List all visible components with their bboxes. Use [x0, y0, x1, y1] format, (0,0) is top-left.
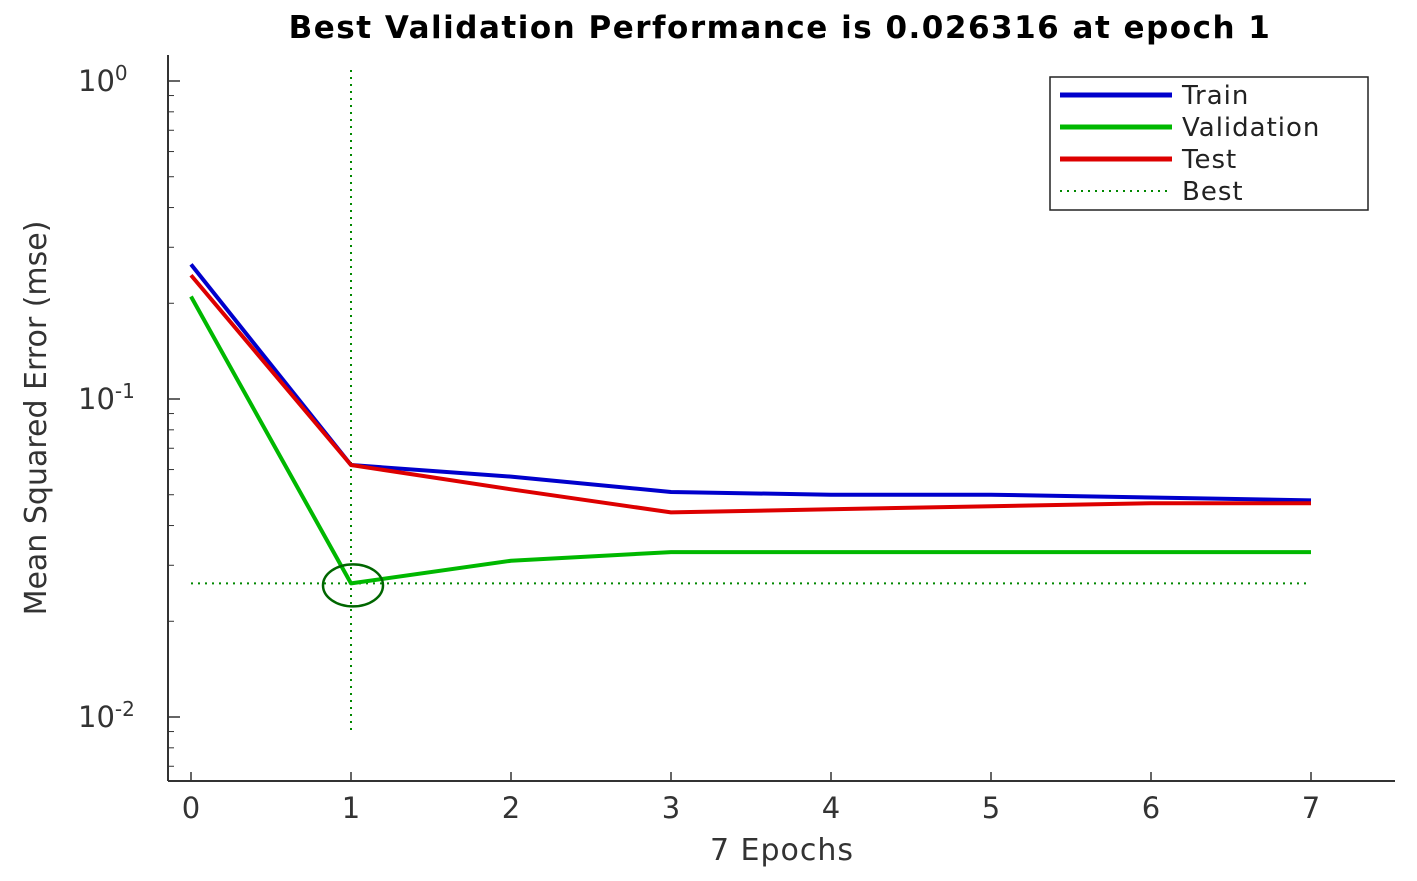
- y-ticks: 100 10-1 10-2: [78, 61, 180, 767]
- x-tick-label: 6: [1142, 791, 1160, 825]
- x-tick-label: 7: [1302, 791, 1320, 825]
- x-tick-label: 3: [662, 791, 680, 825]
- best-lines: [191, 70, 1311, 735]
- series-lines: [189, 263, 1312, 586]
- x-ticks: 0 1 2 3 4 5 6 7: [182, 772, 1320, 825]
- x-axis-label: 7 Epochs: [710, 833, 854, 868]
- legend-label-train: Train: [1181, 81, 1249, 111]
- legend-box: [1049, 76, 1369, 211]
- chart-title: Best Validation Performance is 0.026316 …: [289, 10, 1272, 46]
- legend-label-test: Test: [1181, 145, 1237, 175]
- y-axis-label: Mean Squared Error (mse): [19, 221, 54, 616]
- series-line-validation: [189, 295, 1311, 586]
- legend-label-best: Best: [1182, 177, 1244, 207]
- legend-label-validation: Validation: [1182, 113, 1320, 143]
- y-tick-label: 10-2: [78, 697, 135, 734]
- x-tick-label: 1: [342, 791, 360, 825]
- x-tick-label: 2: [502, 791, 520, 825]
- best-marker: [321, 563, 385, 608]
- x-tick-label: 4: [822, 791, 840, 825]
- x-tick-label: 0: [182, 791, 200, 825]
- x-tick-label: 5: [982, 791, 1000, 825]
- y-tick-label: 100: [78, 61, 128, 98]
- y-tick-label: 10-1: [78, 379, 135, 416]
- series-line-train: [189, 263, 1312, 503]
- series-line-test: [189, 273, 1311, 515]
